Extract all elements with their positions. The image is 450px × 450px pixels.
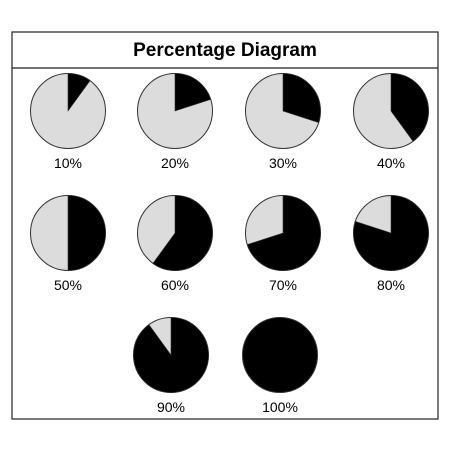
pie-filled-slice <box>133 317 209 393</box>
pie-percentage-label: 10% <box>54 155 82 171</box>
pie-item: 90% <box>133 317 209 415</box>
pie-item: 30% <box>245 73 321 171</box>
pie-filled-slice <box>67 195 106 271</box>
pie-filled-slice <box>152 195 213 271</box>
pie-grid: 10% 20% 30% 40% 50% 60% 70% 80% 90% 100% <box>30 73 429 415</box>
pie-item: 50% <box>30 195 106 293</box>
pie-percentage-label: 30% <box>269 155 297 171</box>
pie-filled-slice <box>353 195 429 271</box>
pie-filled-slice <box>174 73 212 112</box>
pie-filled-slice <box>246 195 321 271</box>
pie-item: 10% <box>30 73 106 171</box>
pie-percentage-label: 70% <box>269 277 297 293</box>
pie-filled-slice <box>282 73 321 123</box>
pie-percentage-label: 40% <box>377 155 405 171</box>
pie-item: 70% <box>245 195 321 293</box>
pie-circle <box>242 317 318 393</box>
pie-item: 80% <box>353 195 429 293</box>
pie-item: 100% <box>242 317 318 415</box>
pie-filled-slice <box>67 73 91 112</box>
pie-percentage-label: 90% <box>157 399 185 415</box>
pie-percentage-label: 60% <box>161 277 189 293</box>
diagram-title: Percentage Diagram <box>133 40 317 61</box>
pie-percentage-label: 20% <box>161 155 189 171</box>
pie-percentage-label: 100% <box>262 399 298 415</box>
pie-item: 60% <box>137 195 213 293</box>
pie-item: 20% <box>137 73 213 171</box>
pie-item: 40% <box>353 73 429 171</box>
pie-filled-slice <box>390 73 429 142</box>
pie-percentage-label: 80% <box>377 277 405 293</box>
pie-percentage-label: 50% <box>54 277 82 293</box>
